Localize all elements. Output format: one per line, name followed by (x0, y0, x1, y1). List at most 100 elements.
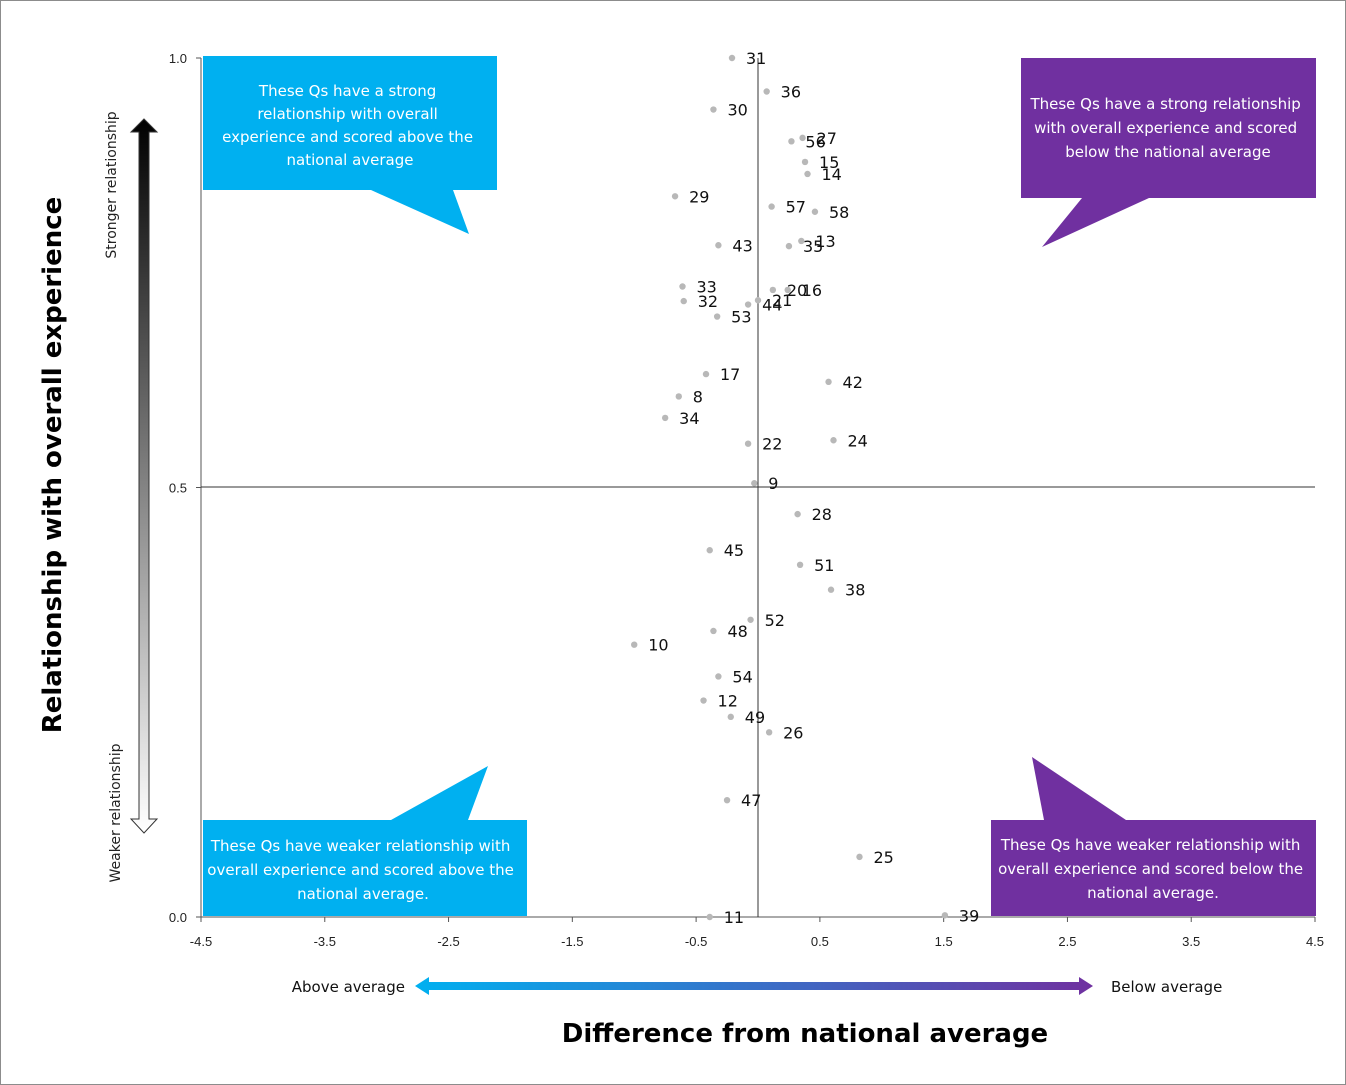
point-marker (788, 138, 795, 145)
data-point-q51: 51 (796, 556, 834, 575)
point-label: 28 (812, 505, 832, 524)
point-label: 52 (765, 611, 785, 630)
point-marker (769, 286, 777, 294)
point-label: 9 (768, 474, 778, 493)
y-arrow-top-label: Stronger relationship (104, 111, 120, 258)
point-marker (794, 510, 801, 518)
x-tick-label: -4.5 (190, 934, 212, 949)
point-marker (713, 313, 721, 320)
callout-top-left-line-3: experience and scored above the (222, 128, 473, 146)
callout-top-right-line-1: These Qs have a strong relationship (1029, 95, 1300, 113)
point-label: 49 (745, 708, 765, 727)
point-label: 47 (741, 791, 761, 810)
point-marker (768, 203, 775, 210)
callout-top-right-line-2: with overall experience and scored (1034, 119, 1297, 137)
data-point-q45: 45 (706, 541, 744, 560)
callout-bottom-left-text: These Qs have weaker relationship with o… (207, 837, 518, 903)
point-marker (679, 283, 686, 290)
callout-bottom-right-line-2: overall experience and scored below the (998, 860, 1303, 878)
point-label: 17 (720, 365, 740, 384)
point-label: 27 (817, 129, 837, 148)
data-point-q8: 8 (675, 387, 703, 406)
x-tick-label: 4.5 (1306, 934, 1324, 949)
point-marker (941, 912, 949, 919)
data-point-q30: 30 (710, 101, 748, 120)
point-marker (715, 242, 722, 249)
data-point-q33: 33 (679, 277, 717, 296)
callout-bottom-right-line-1: These Qs have weaker relationship with (1000, 836, 1300, 854)
callout-bottom-left-line-1: These Qs have weaker relationship with (210, 837, 510, 855)
point-marker (830, 437, 837, 444)
point-marker (825, 378, 832, 386)
point-label: 13 (815, 232, 835, 251)
data-point-q43: 43 (715, 236, 753, 255)
callout-bottom-left-line-3: national average. (297, 885, 429, 903)
point-label: 14 (822, 165, 842, 184)
y-gradient-arrow-shape (129, 118, 159, 834)
point-label: 42 (843, 373, 863, 392)
data-point-q56: 56 (788, 132, 826, 151)
point-label: 35 (803, 237, 823, 256)
data-point-q52: 52 (747, 611, 785, 630)
callout-top-right-text: These Qs have a strong relationship with… (1029, 95, 1305, 161)
point-label: 51 (814, 556, 834, 575)
data-point-q20: 20 (769, 281, 807, 300)
callout-top-right-line-3: below the national average (1065, 143, 1270, 161)
callout-top-right: These Qs have a strong relationship with… (1021, 58, 1316, 247)
point-marker (751, 480, 758, 487)
axes (200, 58, 1315, 918)
point-marker (710, 106, 717, 113)
point-label: 58 (829, 203, 849, 222)
point-label: 26 (783, 723, 803, 742)
point-marker (765, 729, 773, 736)
callout-bottom-left-shape (203, 766, 527, 916)
point-marker (785, 242, 793, 250)
point-marker (856, 853, 863, 861)
data-point-q29: 29 (671, 187, 709, 206)
point-label: 36 (781, 83, 801, 102)
point-label: 8 (693, 387, 703, 406)
point-label: 12 (718, 692, 738, 711)
point-label: 29 (689, 187, 709, 206)
y-ticks: 0.0 0.5 1.0 (169, 51, 201, 925)
point-marker (710, 627, 717, 635)
point-label: 25 (873, 848, 893, 867)
data-point-q26: 26 (765, 723, 803, 742)
x-tick-label: 0.5 (811, 934, 829, 949)
data-point-q39: 39 (941, 906, 979, 925)
point-marker (801, 158, 809, 166)
callout-bottom-right-text: These Qs have weaker relationship with o… (998, 836, 1308, 902)
callout-top-left-line-1: These Qs have a strong (258, 82, 436, 100)
data-point-q54: 54 (715, 667, 753, 686)
y-tick-label: 1.0 (169, 51, 187, 66)
data-point-q58: 58 (811, 203, 849, 222)
x-direction-arrow: Above average Below average (292, 977, 1222, 996)
point-label: 30 (727, 101, 747, 120)
data-point-q24: 24 (830, 431, 868, 450)
callout-bottom-left-line-2: overall experience and scored above the (207, 861, 514, 879)
point-label: 10 (648, 636, 668, 655)
point-marker (754, 297, 762, 304)
data-point-q12: 12 (700, 692, 738, 711)
y-tick-label: 0.5 (169, 481, 187, 496)
y-axis-title: Relationship with overall experience (38, 197, 68, 734)
point-marker (804, 170, 811, 178)
point-marker (811, 208, 819, 215)
point-marker (727, 713, 734, 721)
callout-bottom-left: These Qs have weaker relationship with o… (203, 766, 527, 916)
point-marker (706, 913, 713, 921)
point-label: 38 (845, 581, 865, 600)
data-point-q11: 11 (706, 908, 744, 927)
point-marker (706, 547, 713, 554)
x-ticks: -4.5 -3.5 -2.5 -1.5 -0.5 0.5 1.5 2.5 3.5 4.5 (190, 917, 1324, 949)
data-point-q38: 38 (827, 581, 865, 600)
point-marker (671, 193, 679, 200)
point-marker (702, 370, 710, 378)
callout-top-left-text: These Qs have a strong relationship with… (222, 82, 478, 169)
callout-top-left-line-2: relationship with overall (257, 105, 438, 123)
point-marker (680, 297, 687, 305)
x-tick-label: -1.5 (561, 934, 583, 949)
